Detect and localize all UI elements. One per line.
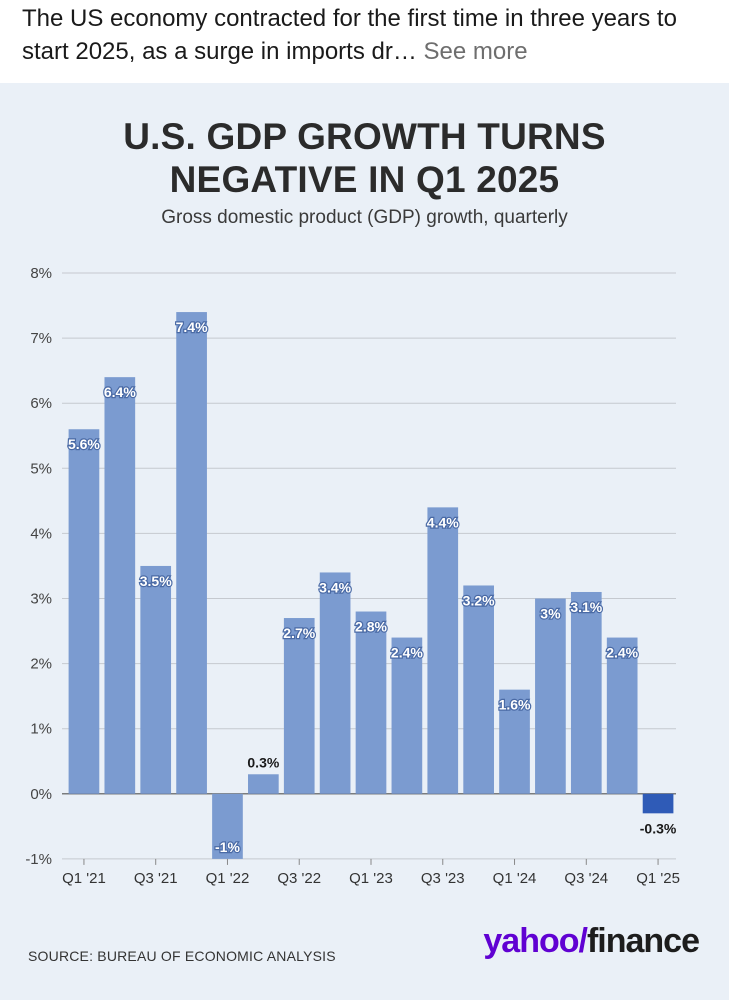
data-label: 3.4%: [319, 579, 351, 595]
y-tick-label: 5%: [30, 460, 52, 477]
y-tick-label: 0%: [30, 786, 52, 803]
bar-q1-25: [642, 793, 674, 814]
data-label: -1%: [215, 839, 240, 855]
chart-title: U.S. GDP GROWTH TURNS NEGATIVE IN Q1 202…: [0, 115, 729, 201]
data-label: 2.7%: [283, 625, 315, 641]
bar-q2-21: [104, 377, 136, 794]
x-tick-label: Q1 '22: [206, 870, 250, 887]
yahoo-finance-logo: yahoo/finance: [483, 922, 700, 961]
data-label: 2.4%: [606, 645, 638, 661]
chart-subtitle: Gross domestic product (GDP) growth, qua…: [161, 207, 568, 228]
brand-yahoo: yahoo/: [483, 922, 588, 960]
data-label: 6.4%: [104, 384, 136, 400]
bar-q1-22: [212, 793, 243, 859]
y-tick-label: 4%: [30, 525, 52, 542]
caption-text: The US economy contracted for the first …: [22, 5, 677, 65]
data-label: 3.1%: [570, 599, 602, 615]
post-caption: The US economy contracted for the first …: [22, 2, 712, 68]
y-tick-label: 7%: [30, 330, 52, 347]
bar-q2-22: [248, 774, 279, 794]
data-label: 2.8%: [355, 619, 387, 635]
bar-q4-24: [606, 637, 638, 794]
bar-q1-21: [68, 429, 100, 794]
data-label: 3.2%: [463, 592, 495, 608]
y-tick-label: 1%: [30, 721, 52, 738]
x-tick-label: Q1 '23: [349, 870, 393, 887]
y-tick-label: -1%: [25, 851, 52, 868]
data-label: 4.4%: [427, 514, 459, 530]
data-label: 0.3%: [247, 754, 279, 770]
bar-q4-23: [463, 585, 494, 794]
y-tick-label: 2%: [30, 656, 52, 673]
data-label: 2.4%: [391, 645, 423, 661]
bar-q4-22: [319, 572, 351, 794]
x-tick-label: Q3 '21: [134, 870, 178, 887]
bar-q3-22: [283, 618, 315, 794]
y-tick-label: 6%: [30, 395, 52, 412]
data-label: 7.4%: [176, 319, 208, 335]
see-more-link[interactable]: See more: [423, 38, 528, 65]
x-tick-label: Q3 '24: [564, 870, 608, 887]
bar-q1-24: [499, 689, 530, 794]
y-tick-label: 3%: [30, 591, 52, 608]
y-tick-label: 8%: [30, 265, 52, 282]
brand-finance: finance: [586, 922, 700, 960]
x-tick-label: Q1 '25: [636, 870, 680, 887]
source-note: SOURCE: BUREAU OF ECONOMIC ANALYSIS: [28, 948, 336, 964]
data-label: 3.5%: [140, 573, 172, 589]
bar-q2-24: [535, 598, 566, 794]
bar-q1-23: [355, 611, 387, 794]
bar-q4-21: [176, 312, 207, 794]
bar-q3-23: [427, 507, 459, 794]
bar-q3-24: [570, 591, 602, 794]
data-label: -0.3%: [640, 820, 677, 836]
x-tick-label: Q3 '23: [421, 870, 465, 887]
x-tick-label: Q1 '24: [493, 870, 537, 887]
data-label: 3%: [540, 606, 561, 622]
x-tick-label: Q1 '21: [62, 870, 106, 887]
x-tick-label: Q3 '22: [277, 870, 321, 887]
data-label: 1.6%: [499, 697, 531, 713]
bar-q3-21: [140, 565, 172, 794]
chart-title-line1: U.S. GDP GROWTH TURNS: [123, 116, 606, 157]
chart-title-line2: NEGATIVE IN Q1 2025: [169, 159, 560, 200]
bar-q2-23: [391, 637, 423, 794]
data-label: 5.6%: [68, 436, 100, 452]
